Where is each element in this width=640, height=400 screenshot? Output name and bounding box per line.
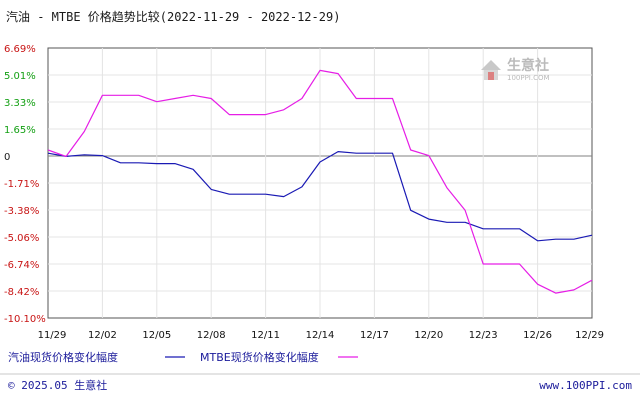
x-tick-label: 12/05 xyxy=(142,330,171,341)
series-line-0 xyxy=(47,151,593,242)
x-tick-label: 12/20 xyxy=(414,330,443,341)
x-tick-label: 12/17 xyxy=(360,330,389,341)
watermark-logo: 生意社 100PPI.COM xyxy=(481,57,550,82)
y-axis-ticks: 6.69% 5.01% 3.33% 1.65% 0 -1.71% -3.38% -5.06% -… xyxy=(4,44,46,325)
x-axis-ticks: 11/29 12/02 12/05 12/08 12/11 12/14 12/17 12/20… xyxy=(38,330,604,341)
x-tick-label: 12/26 xyxy=(523,330,552,341)
y-tick-label: -10.10% xyxy=(4,314,46,325)
x-tick-label: 12/11 xyxy=(251,330,280,341)
y-tick-label: -1.71% xyxy=(4,179,39,190)
legend-label-gasoline: 汽油现货价格变化幅度 xyxy=(8,350,118,364)
y-tick-label: 0 xyxy=(4,152,10,163)
x-tick-label: 12/02 xyxy=(88,330,117,341)
footer-copyright: © 2025.05 生意社 xyxy=(8,378,107,392)
watermark-text: 生意社 xyxy=(507,57,549,74)
watermark-subtext: 100PPI.COM xyxy=(507,74,550,82)
y-tick-label: -6.74% xyxy=(4,260,39,271)
y-tick-label: -8.42% xyxy=(4,287,39,298)
x-tick-label: 12/29 xyxy=(575,330,604,341)
legend-label-mtbe: MTBE现货价格变化幅度 xyxy=(200,350,319,364)
x-tick-label: 12/23 xyxy=(469,330,498,341)
x-tick-label: 12/14 xyxy=(306,330,335,341)
footer-site: www.100PPI.com xyxy=(539,379,632,392)
house-icon xyxy=(481,60,501,80)
chart-title: 汽油 - MTBE 价格趋势比较(2022-11-29 - 2022-12-29… xyxy=(6,9,340,24)
y-tick-label: 6.69% xyxy=(4,44,36,55)
y-tick-label: 3.33% xyxy=(4,98,36,109)
series-line-1 xyxy=(47,69,593,294)
x-tick-label: 12/08 xyxy=(197,330,226,341)
y-tick-label: 1.65% xyxy=(4,125,36,136)
y-tick-label: 5.01% xyxy=(4,71,36,82)
y-tick-label: -5.06% xyxy=(4,233,39,244)
series-layer xyxy=(47,69,593,294)
grid-lines xyxy=(48,48,592,318)
x-tick-label: 11/29 xyxy=(38,330,67,341)
y-tick-label: -3.38% xyxy=(4,206,39,217)
legend: 汽油现货价格变化幅度 MTBE现货价格变化幅度 xyxy=(8,350,358,364)
